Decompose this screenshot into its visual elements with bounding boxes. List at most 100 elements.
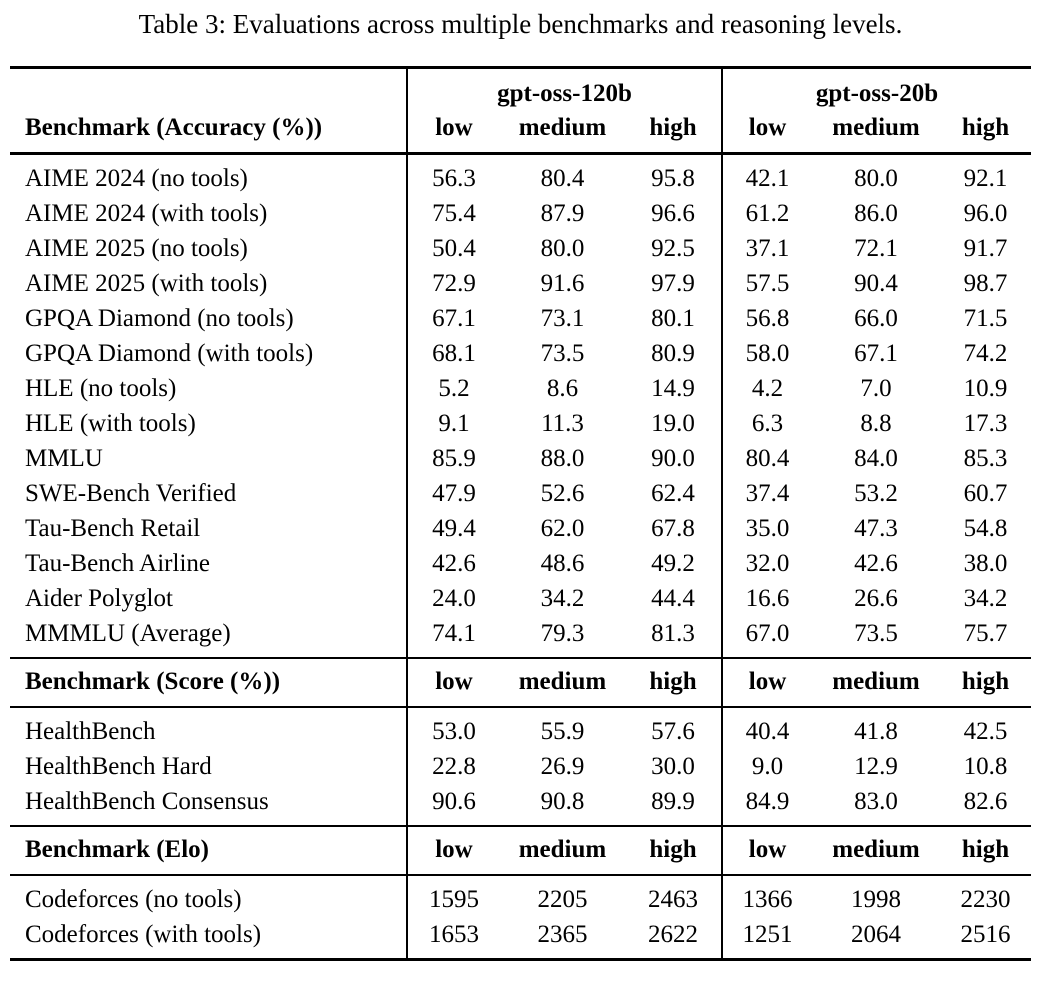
- value-cell: 47.3: [854, 515, 898, 542]
- value-cell: 34.2: [540, 585, 585, 612]
- table-caption: Table 3: Evaluations across multiple ben…: [138, 9, 903, 39]
- value-cell: 75.7: [963, 620, 1008, 647]
- value-cell: 73.1: [540, 305, 585, 332]
- level-header-low: low: [405, 110, 500, 155]
- value-cell: 50.4: [405, 231, 500, 266]
- value-cell: 71.5: [963, 305, 1008, 332]
- value-cell: 80.0: [854, 165, 898, 192]
- benchmark-label: HLE (no tools): [24, 375, 177, 402]
- value-cell: 2205: [537, 886, 588, 913]
- value-cell: 37.4: [721, 476, 812, 511]
- value-cell: 2622: [647, 921, 698, 948]
- value-cell: 61.2: [721, 196, 812, 231]
- value-cell: 8.8: [860, 410, 892, 437]
- benchmark-label: SWE-Bench Verified: [24, 480, 237, 507]
- value-cell: 62.4: [651, 480, 695, 507]
- value-cell: 80.1: [651, 305, 695, 332]
- value-cell: 2230: [960, 886, 1011, 913]
- model-header-gpt-oss-120b: gpt-oss-120b: [405, 67, 722, 110]
- value-cell: 30.0: [651, 753, 695, 780]
- level-header-high: high: [940, 825, 1032, 876]
- section-header-elo: Benchmark (Elo): [9, 825, 407, 876]
- value-cell: 8.6: [546, 375, 579, 402]
- value-cell: 92.5: [651, 235, 695, 262]
- value-cell: 42.5: [963, 718, 1008, 745]
- value-cell: 62.0: [540, 515, 585, 542]
- value-cell: 90.0: [651, 445, 695, 472]
- value-cell: 32.0: [721, 546, 812, 581]
- level-header-high: high: [940, 657, 1032, 708]
- benchmark-label: HealthBench Consensus: [24, 788, 269, 815]
- value-cell: 68.1: [405, 336, 500, 371]
- value-cell: 10.8: [963, 753, 1008, 780]
- level-header-high: high: [624, 110, 722, 155]
- benchmark-label: AIME 2024 (with tools): [24, 200, 268, 227]
- benchmark-label: Tau-Bench Airline: [24, 550, 210, 577]
- value-cell: 60.7: [963, 480, 1008, 507]
- value-cell: 84.9: [721, 784, 812, 826]
- benchmark-label: GPQA Diamond (with tools): [24, 340, 314, 367]
- table-row: HealthBench Hard 22.8 26.9 30.0 9.0 12.9 10.8: [10, 749, 1031, 784]
- value-cell: 9.1: [405, 406, 500, 441]
- value-cell: 83.0: [854, 788, 898, 815]
- value-cell: 82.6: [963, 788, 1008, 815]
- value-cell: 75.4: [405, 196, 500, 231]
- benchmark-label: AIME 2025 (no tools): [24, 235, 248, 262]
- value-cell: 67.1: [405, 301, 500, 336]
- benchmark-label: Codeforces (no tools): [24, 886, 242, 913]
- value-cell: 56.3: [405, 153, 500, 196]
- value-cell: 37.1: [721, 231, 812, 266]
- table-row: SWE-Bench Verified 47.9 52.6 62.4 37.4 53.2 60…: [10, 476, 1031, 511]
- section-elo-body: Codeforces (no tools) 1595 2205 2463 1366 199…: [10, 875, 1031, 960]
- value-cell: 24.0: [405, 581, 500, 616]
- level-header-medium: medium: [499, 825, 625, 876]
- model-header-gpt-oss-20b: gpt-oss-20b: [720, 67, 1032, 110]
- value-cell: 81.3: [651, 620, 695, 647]
- level-header-high: high: [940, 110, 1032, 155]
- section-elo-header: Benchmark (Elo) low medium high low medi…: [9, 825, 1032, 876]
- level-header-medium: medium: [812, 657, 940, 708]
- section-header-accuracy: Benchmark (Accuracy (%)): [9, 110, 407, 155]
- value-cell: 10.9: [963, 375, 1008, 402]
- level-header-high: high: [624, 825, 722, 876]
- value-cell: 67.1: [854, 340, 898, 367]
- benchmark-label: AIME 2024 (no tools): [24, 165, 248, 192]
- table-row: AIME 2024 (no tools) 56.3 80.4 95.8 42.1 80.0…: [10, 153, 1031, 196]
- table-row: AIME 2025 (with tools) 72.9 91.6 97.9 57.5 90…: [10, 266, 1031, 301]
- value-cell: 53.0: [405, 707, 500, 749]
- section-score-body: HealthBench 53.0 55.9 57.6 40.4 41.8 42.5 Healt…: [10, 707, 1031, 826]
- value-cell: 34.2: [963, 585, 1008, 612]
- value-cell: 90.4: [854, 270, 898, 297]
- value-cell: 67.0: [721, 616, 812, 658]
- value-cell: 67.8: [651, 515, 695, 542]
- value-cell: 40.4: [721, 707, 812, 749]
- value-cell: 2516: [960, 921, 1011, 948]
- section-header-row: Benchmark (Elo) low medium high low medi…: [9, 825, 1032, 876]
- value-cell: 42.1: [721, 153, 812, 196]
- value-cell: 26.6: [854, 585, 898, 612]
- benchmark-table: gpt-oss-120b gpt-oss-20b Benchmark (Accu…: [9, 66, 1032, 961]
- value-cell: 6.3: [721, 406, 812, 441]
- value-cell: 4.2: [721, 371, 812, 406]
- value-cell: 88.0: [540, 445, 585, 472]
- value-cell: 90.6: [405, 784, 500, 826]
- level-header-low: low: [721, 825, 812, 876]
- level-header-medium: medium: [812, 110, 940, 155]
- table-row: GPQA Diamond (with tools) 68.1 73.5 80.9 58.…: [10, 336, 1031, 371]
- value-cell: 35.0: [721, 511, 812, 546]
- value-cell: 2064: [851, 921, 901, 948]
- model-header-row: gpt-oss-120b gpt-oss-20b: [10, 67, 1032, 110]
- level-header-medium: medium: [499, 110, 625, 155]
- section-header-row: Benchmark (Score (%)) low medium high lo…: [9, 657, 1032, 708]
- benchmark-label: HLE (with tools): [24, 410, 196, 437]
- value-cell: 57.6: [651, 718, 695, 745]
- table-header: gpt-oss-120b gpt-oss-20b Benchmark (Accu…: [9, 67, 1032, 155]
- value-cell: 73.5: [854, 620, 898, 647]
- value-cell: 47.9: [405, 476, 500, 511]
- value-cell: 89.9: [651, 788, 695, 815]
- table-row: HealthBench Consensus 90.6 90.8 89.9 84.9 83.…: [10, 784, 1031, 826]
- value-cell: 91.6: [540, 270, 585, 297]
- value-cell: 49.4: [405, 511, 500, 546]
- value-cell: 79.3: [540, 620, 585, 647]
- table-row: MMLU 85.9 88.0 90.0 80.4 84.0 85.3: [10, 441, 1031, 476]
